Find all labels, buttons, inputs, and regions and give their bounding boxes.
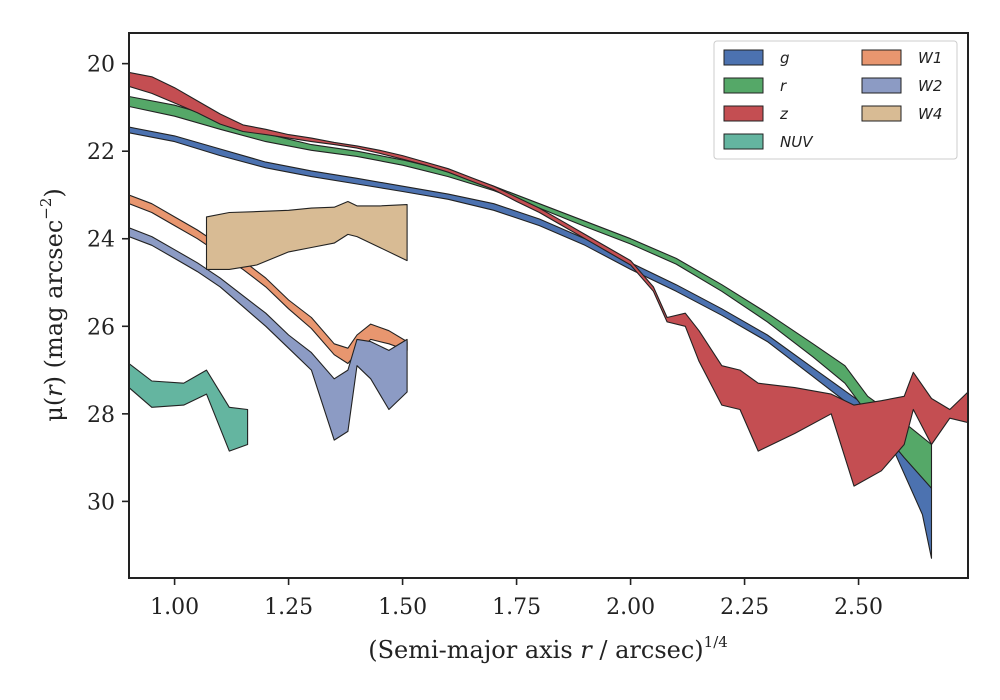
ticks-layer: 1.00 1.25 1.50 1.75 2.00 2.25 2.50 20 22 24 26 28 30 <box>87 53 883 620</box>
legend: grz NUV W1 W2 W4 <box>713 40 958 160</box>
y-axis-label-sup: −2 <box>37 198 55 220</box>
x-axis-label: (Semi-major axis r / arcsec)1/4 <box>368 633 728 664</box>
legend-label: W1 <box>918 49 942 67</box>
legend-swatch <box>723 77 764 94</box>
legend-label: W2 <box>918 77 942 95</box>
x-axis-label-rest: / arcsec) <box>592 636 704 664</box>
x-tick-label: 1.75 <box>492 595 541 620</box>
legend-entry-w1: W1 <box>861 49 942 67</box>
x-tick-label: 1.50 <box>378 595 427 620</box>
y-tick-label: 20 <box>87 53 115 78</box>
x-tick-label: 2.00 <box>606 595 655 620</box>
legend-swatch <box>723 49 764 66</box>
series-band-z <box>129 71 968 487</box>
legend-label: W4 <box>918 105 942 123</box>
y-tick-label: 26 <box>87 315 115 340</box>
legend-entry-w4: W4 <box>861 105 942 123</box>
legend-entry-r: r <box>723 77 787 95</box>
x-axis-label-main: (Semi-major axis <box>368 636 580 664</box>
plot-frame <box>128 32 969 579</box>
series-band-w4 <box>205 200 408 270</box>
legend-entry-nuv: NUV <box>723 133 814 151</box>
legend-label: g <box>780 49 790 67</box>
x-axis-label-sup: 1/4 <box>704 633 728 651</box>
y-axis-label-var: r <box>40 384 68 397</box>
legend-label: NUV <box>780 133 814 151</box>
legend-label: r <box>780 77 787 95</box>
legend-label: z <box>779 105 789 123</box>
legend-swatch <box>723 133 764 150</box>
y-axis-label-rest: ) (mag arcsec <box>40 220 68 386</box>
y-tick-label: 28 <box>87 403 115 428</box>
legend-entry-w2: W2 <box>861 77 942 95</box>
x-tick-label: 2.25 <box>720 595 769 620</box>
x-tick-label: 1.00 <box>150 595 199 620</box>
y-tick-label: 22 <box>87 140 115 165</box>
series-band-w2 <box>129 227 408 441</box>
y-tick-label: 30 <box>87 490 115 515</box>
series-band-nuv <box>129 362 249 452</box>
x-axis-label-var: r <box>580 636 593 664</box>
legend-entry-z: z <box>723 105 789 123</box>
y-axis-label: μ(r) (mag arcsec−2) <box>37 188 68 422</box>
legend-swatch <box>861 49 902 66</box>
legend-swatch <box>723 105 764 122</box>
legend-swatch <box>861 77 902 94</box>
y-tick-label: 24 <box>87 228 115 253</box>
x-tick-label: 1.25 <box>264 595 313 620</box>
legend-swatch <box>861 105 902 122</box>
legend-entry-g: g <box>723 49 790 67</box>
legend-frame <box>713 40 958 160</box>
series-band-g <box>129 126 933 559</box>
x-tick-label: 2.50 <box>834 595 883 620</box>
y-axis-label-main: μ( <box>40 397 68 422</box>
y-axis-label-close: ) <box>40 188 68 197</box>
series-layer <box>129 71 968 559</box>
